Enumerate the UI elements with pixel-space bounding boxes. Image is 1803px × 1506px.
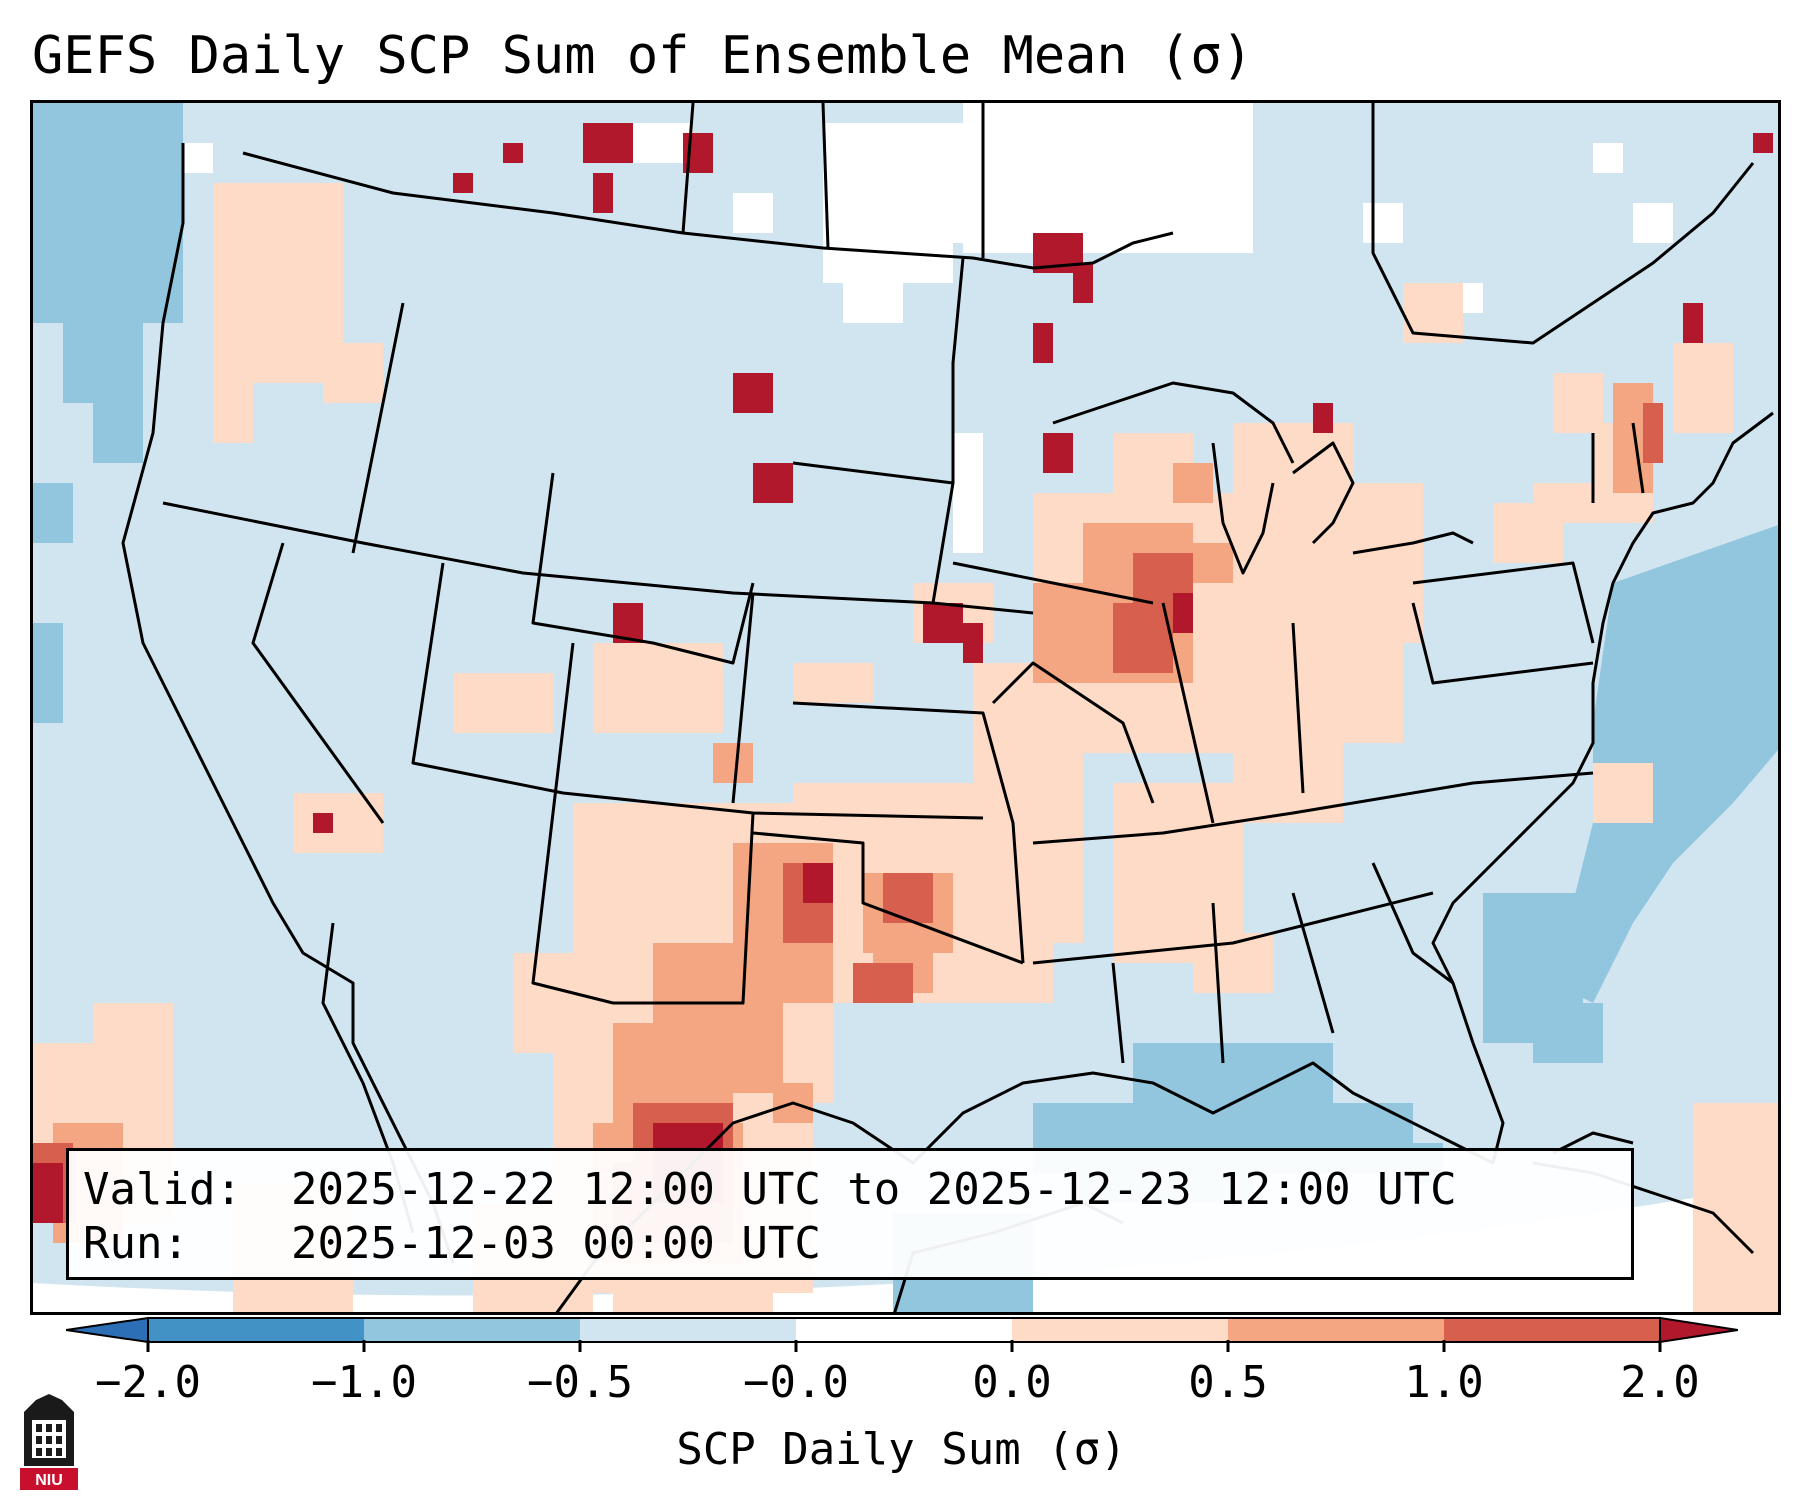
negative-anomaly [33,103,1778,1312]
valid-line: Valid: 2025-12-22 12:00 UTC to 2025-12-23… [83,1163,1631,1217]
colorbar-bin-4 [796,1318,1012,1342]
run-label: Run: [83,1218,189,1269]
lake-huron [1292,441,1355,545]
west-coast [121,143,455,1264]
tick-label: 0.0 [972,1357,1052,1408]
colorbar-bin-1 [148,1318,364,1342]
border-canada [242,151,1174,270]
map-panel[interactable] [30,100,1781,1315]
tick-label: 0.5 [1188,1357,1268,1408]
valid-label: Valid: [83,1164,242,1215]
tick-label: 1.0 [1404,1357,1484,1408]
colorbar-bin-7 [1444,1318,1660,1342]
colorbar [66,1316,1738,1344]
valid-value: 2025-12-22 12:00 UTC to 2025-12-23 12:00… [291,1164,1457,1215]
colorbar-extend-low [66,1316,149,1344]
lake-superior [1052,381,1295,464]
colorbar-bin-6 [1228,1318,1444,1342]
niu-logo: NIU [20,1394,78,1490]
tick-label: 2.0 [1620,1357,1700,1408]
niu-logo-text: NIU [35,1472,63,1489]
tick-label: −1.0 [311,1357,417,1408]
tick-label: −0.5 [527,1357,633,1408]
colorbar-extend-high [1659,1316,1738,1344]
colorbar-tick-marks [146,1340,1662,1352]
colorbar-bin-5 [1012,1318,1228,1342]
run-value: 2025-12-03 00:00 UTC [291,1218,821,1269]
lake-michigan [1211,442,1275,575]
tick-label: −0.0 [743,1357,849,1408]
gulf-coast [555,1042,1505,1312]
east-coast [1431,411,1774,1044]
run-line: Run: 2025-12-03 00:00 UTC [83,1217,1631,1271]
colorbar-bin-3 [580,1318,796,1342]
colorbar-label: SCP Daily Sum (σ) [676,1424,1127,1475]
tick-label: −2.0 [95,1357,201,1408]
map-title: GEFS Daily SCP Sum of Ensemble Mean (σ) [32,26,1253,86]
valid-run-info-box: Valid: 2025-12-22 12:00 UTC to 2025-12-23… [66,1148,1634,1280]
projection-edge [33,1184,1778,1312]
colorbar-bin-2 [364,1318,580,1342]
map-canvas [33,103,1778,1312]
